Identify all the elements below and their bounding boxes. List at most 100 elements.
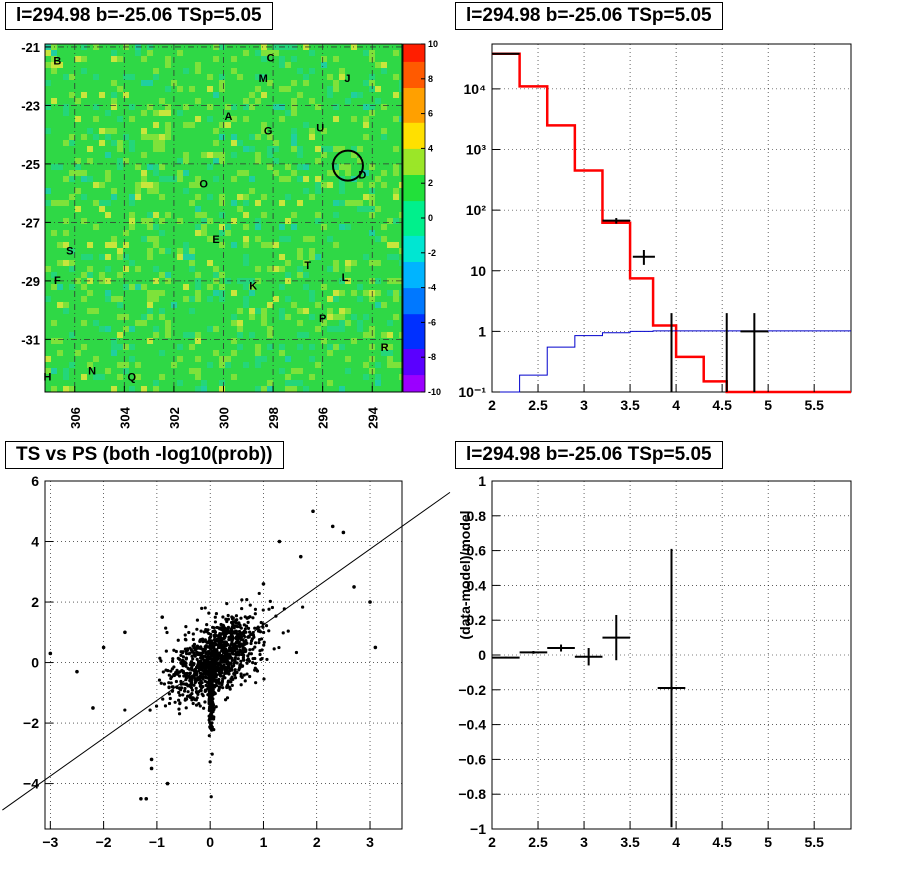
heatmap-cell xyxy=(99,284,105,290)
heatmap-cell xyxy=(171,248,177,254)
heatmap-cell xyxy=(171,140,177,146)
heatmap-cell xyxy=(99,296,105,302)
heatmap-cell xyxy=(267,134,273,140)
heatmap-cell xyxy=(81,56,87,62)
heatmap-cell xyxy=(141,266,147,272)
colorbar-segment xyxy=(403,183,425,193)
heatmap-cell xyxy=(261,272,267,278)
heatmap-cell xyxy=(69,350,75,356)
heatmap-cell xyxy=(129,290,135,296)
heatmap-cell xyxy=(255,176,261,182)
scatter-point xyxy=(229,661,233,665)
scatter-point xyxy=(253,612,257,616)
scatter-point xyxy=(172,648,176,652)
heatmap-cell xyxy=(165,242,171,248)
heatmap-cell xyxy=(315,350,321,356)
heatmap-cell xyxy=(321,260,327,266)
heatmap-cell xyxy=(255,182,261,188)
heatmap-cell xyxy=(309,374,315,380)
heatmap-cell xyxy=(183,350,189,356)
heatmap-cell xyxy=(87,194,93,200)
scatter-point xyxy=(183,633,187,637)
scatter-point xyxy=(181,655,186,659)
heatmap-cell xyxy=(339,188,345,194)
heatmap-cell xyxy=(105,272,111,278)
heatmap-cell xyxy=(135,62,141,68)
heatmap-cell xyxy=(159,50,165,56)
source-label: C xyxy=(267,53,275,65)
heatmap-cell xyxy=(219,212,225,218)
heatmap-cell xyxy=(51,80,57,86)
heatmap-cell xyxy=(195,128,201,134)
heatmap-cell xyxy=(243,224,249,230)
heatmap-cell xyxy=(153,278,159,284)
heatmap-cell xyxy=(381,236,387,242)
heatmap-cell xyxy=(339,50,345,56)
heatmap-cell xyxy=(207,236,213,242)
heatmap-cell xyxy=(63,290,69,296)
spectrum-x-tick-label: 2 xyxy=(488,397,496,413)
heatmap-cell xyxy=(141,338,147,344)
heatmap-cell xyxy=(309,248,315,254)
heatmap-cell xyxy=(357,50,363,56)
heatmap-cell xyxy=(321,62,327,68)
heatmap-cell xyxy=(165,68,171,74)
heatmap-cell xyxy=(237,140,243,146)
heatmap-cell xyxy=(57,380,63,386)
heatmap-cell xyxy=(387,278,393,284)
heatmap-cell xyxy=(243,248,249,254)
heatmap-cell xyxy=(51,200,57,206)
heatmap-cell xyxy=(327,320,333,326)
heatmap-cell xyxy=(57,230,63,236)
heatmap-cell xyxy=(87,158,93,164)
heatmap-cell xyxy=(105,98,111,104)
heatmap-cell xyxy=(357,356,363,362)
heatmap-cell xyxy=(183,218,189,224)
scatter-point xyxy=(184,638,188,642)
heatmap-cell xyxy=(87,368,93,374)
heatmap-cell xyxy=(321,326,327,332)
heatmap-cell xyxy=(183,194,189,200)
heatmap-cell xyxy=(315,338,321,344)
heatmap-cell xyxy=(69,230,75,236)
heatmap-cell xyxy=(189,110,195,116)
heatmap-cell xyxy=(231,284,237,290)
heatmap-cell xyxy=(99,116,105,122)
heatmap-cell xyxy=(87,62,93,68)
heatmap-cell xyxy=(237,266,243,272)
heatmap-cell xyxy=(369,374,375,380)
heatmap-cell xyxy=(261,110,267,116)
heatmap-cell xyxy=(51,236,57,242)
heatmap-cell xyxy=(111,338,117,344)
heatmap-cell xyxy=(237,296,243,302)
heatmap-cell xyxy=(93,140,99,146)
heatmap-cell xyxy=(267,140,273,146)
heatmap-cell xyxy=(141,284,147,290)
heatmap-cell xyxy=(225,62,231,68)
colorbar-segment xyxy=(403,174,425,184)
heatmap-cell xyxy=(69,386,75,392)
heatmap-cell xyxy=(255,200,261,206)
heatmap-cell xyxy=(393,158,399,164)
heatmap-cell xyxy=(387,284,393,290)
heatmap-cell xyxy=(297,44,303,50)
heatmap-cell xyxy=(189,158,195,164)
heatmap-cell xyxy=(63,200,69,206)
heatmap-cell xyxy=(153,314,159,320)
heatmap-cell xyxy=(351,326,357,332)
heatmap-cell xyxy=(93,290,99,296)
heatmap-cell xyxy=(141,68,147,74)
heatmap-cell xyxy=(261,254,267,260)
heatmap-cell xyxy=(165,212,171,218)
heatmap-cell xyxy=(315,206,321,212)
heatmap-cell xyxy=(225,170,231,176)
heatmap-cell xyxy=(357,158,363,164)
heatmap-cell xyxy=(315,260,321,266)
heatmap-cell xyxy=(135,296,141,302)
heatmap-cell xyxy=(201,182,207,188)
heatmap-cell xyxy=(93,116,99,122)
heatmap-cell xyxy=(315,290,321,296)
heatmap-cell xyxy=(339,374,345,380)
heatmap-cell xyxy=(381,302,387,308)
heatmap-cell xyxy=(387,182,393,188)
